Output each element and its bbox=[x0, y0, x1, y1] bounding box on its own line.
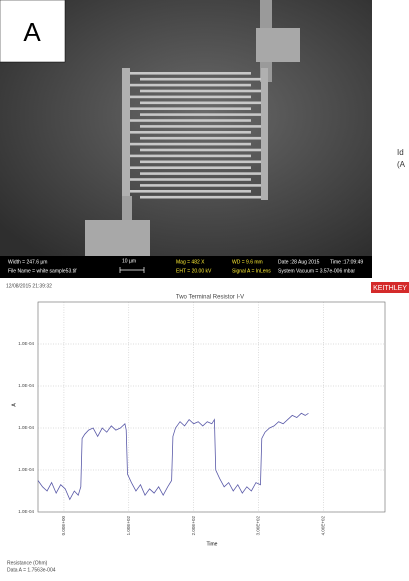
finger bbox=[140, 184, 261, 187]
electrode-pad bbox=[256, 28, 300, 62]
x-tick-label: 1.00E+02 bbox=[126, 516, 131, 536]
x-axis-label: Time bbox=[207, 541, 218, 547]
chart: 12/08/2015 21:39:32 Two Terminal Resisto… bbox=[6, 282, 409, 573]
panel-label-box bbox=[0, 0, 66, 63]
info-text: System Vacuum = 3.57e-006 mbar bbox=[278, 268, 355, 274]
finger bbox=[140, 101, 261, 105]
finger bbox=[140, 113, 261, 116]
finger bbox=[140, 148, 261, 152]
brand-box bbox=[371, 282, 409, 293]
x-tick-label: 3.00E+02 bbox=[256, 516, 261, 536]
finger bbox=[130, 95, 251, 99]
y-tick-label: 1.0E-04 bbox=[18, 425, 34, 430]
x-tick-label: 2.00E+02 bbox=[191, 516, 196, 536]
y-tick-label: 1.0E-04 bbox=[18, 467, 34, 472]
info-text: Date :28 Aug 2015 bbox=[278, 259, 320, 265]
finger bbox=[130, 190, 251, 193]
info-text: File Name = white sample53.tif bbox=[8, 268, 77, 274]
finger bbox=[140, 125, 261, 128]
finger bbox=[140, 77, 261, 81]
finger bbox=[130, 72, 251, 75]
info-text: Mag = 482 X bbox=[176, 259, 205, 265]
x-tick-label: 4.00E+02 bbox=[321, 516, 326, 536]
scale-text: 10 µm bbox=[122, 258, 136, 264]
info-text: Time :17:09:49 bbox=[330, 259, 363, 265]
finger bbox=[140, 136, 261, 140]
footer-text: Resistance (Ohm) bbox=[7, 560, 48, 566]
data-line bbox=[37, 412, 309, 501]
x-tick-label: 0.00E+00 bbox=[61, 516, 66, 536]
info-text: Signal A = InLens bbox=[232, 268, 271, 274]
finger bbox=[140, 172, 261, 175]
finger bbox=[130, 107, 251, 110]
electrode-lead bbox=[122, 196, 132, 224]
info-text: EHT = 20.00 kV bbox=[176, 268, 212, 274]
finger bbox=[130, 119, 251, 122]
y-tick-label: 1.0E-04 bbox=[18, 341, 34, 346]
y-tick-label: 1.0E-04 bbox=[18, 509, 34, 514]
finger bbox=[130, 166, 251, 169]
info-text: WD = 9.6 mm bbox=[232, 259, 263, 265]
finger bbox=[140, 160, 261, 164]
finger bbox=[130, 142, 251, 146]
plot-frame bbox=[37, 301, 386, 513]
side-text: (A bbox=[397, 160, 406, 169]
info-bar bbox=[0, 256, 372, 278]
electrode-bus bbox=[122, 68, 130, 200]
finger bbox=[130, 131, 251, 134]
finger bbox=[130, 178, 251, 181]
side-text: Id bbox=[397, 148, 404, 157]
finger bbox=[130, 154, 251, 158]
panel-label: A bbox=[23, 17, 41, 47]
y-axis-label: A bbox=[11, 403, 17, 407]
electrode-pad bbox=[85, 220, 150, 258]
sem-image: A Width = 247.6 µm File Name = white sam… bbox=[0, 0, 372, 278]
electrode-bus bbox=[261, 68, 268, 200]
finger bbox=[140, 89, 261, 93]
footer-text: Data A = 1.7563e-004 bbox=[7, 567, 56, 573]
y-tick-label: 1.0E-04 bbox=[18, 383, 34, 388]
timestamp: 12/08/2015 21:39:32 bbox=[6, 283, 52, 289]
scale-bar bbox=[119, 267, 145, 273]
info-text: Width = 247.6 µm bbox=[8, 259, 47, 265]
electrode-fingers bbox=[130, 72, 261, 199]
finger bbox=[130, 83, 251, 87]
brand: KEITHLEY bbox=[373, 285, 407, 292]
finger bbox=[140, 195, 261, 199]
chart-title: Two Terminal Resistor I-V bbox=[176, 295, 244, 301]
